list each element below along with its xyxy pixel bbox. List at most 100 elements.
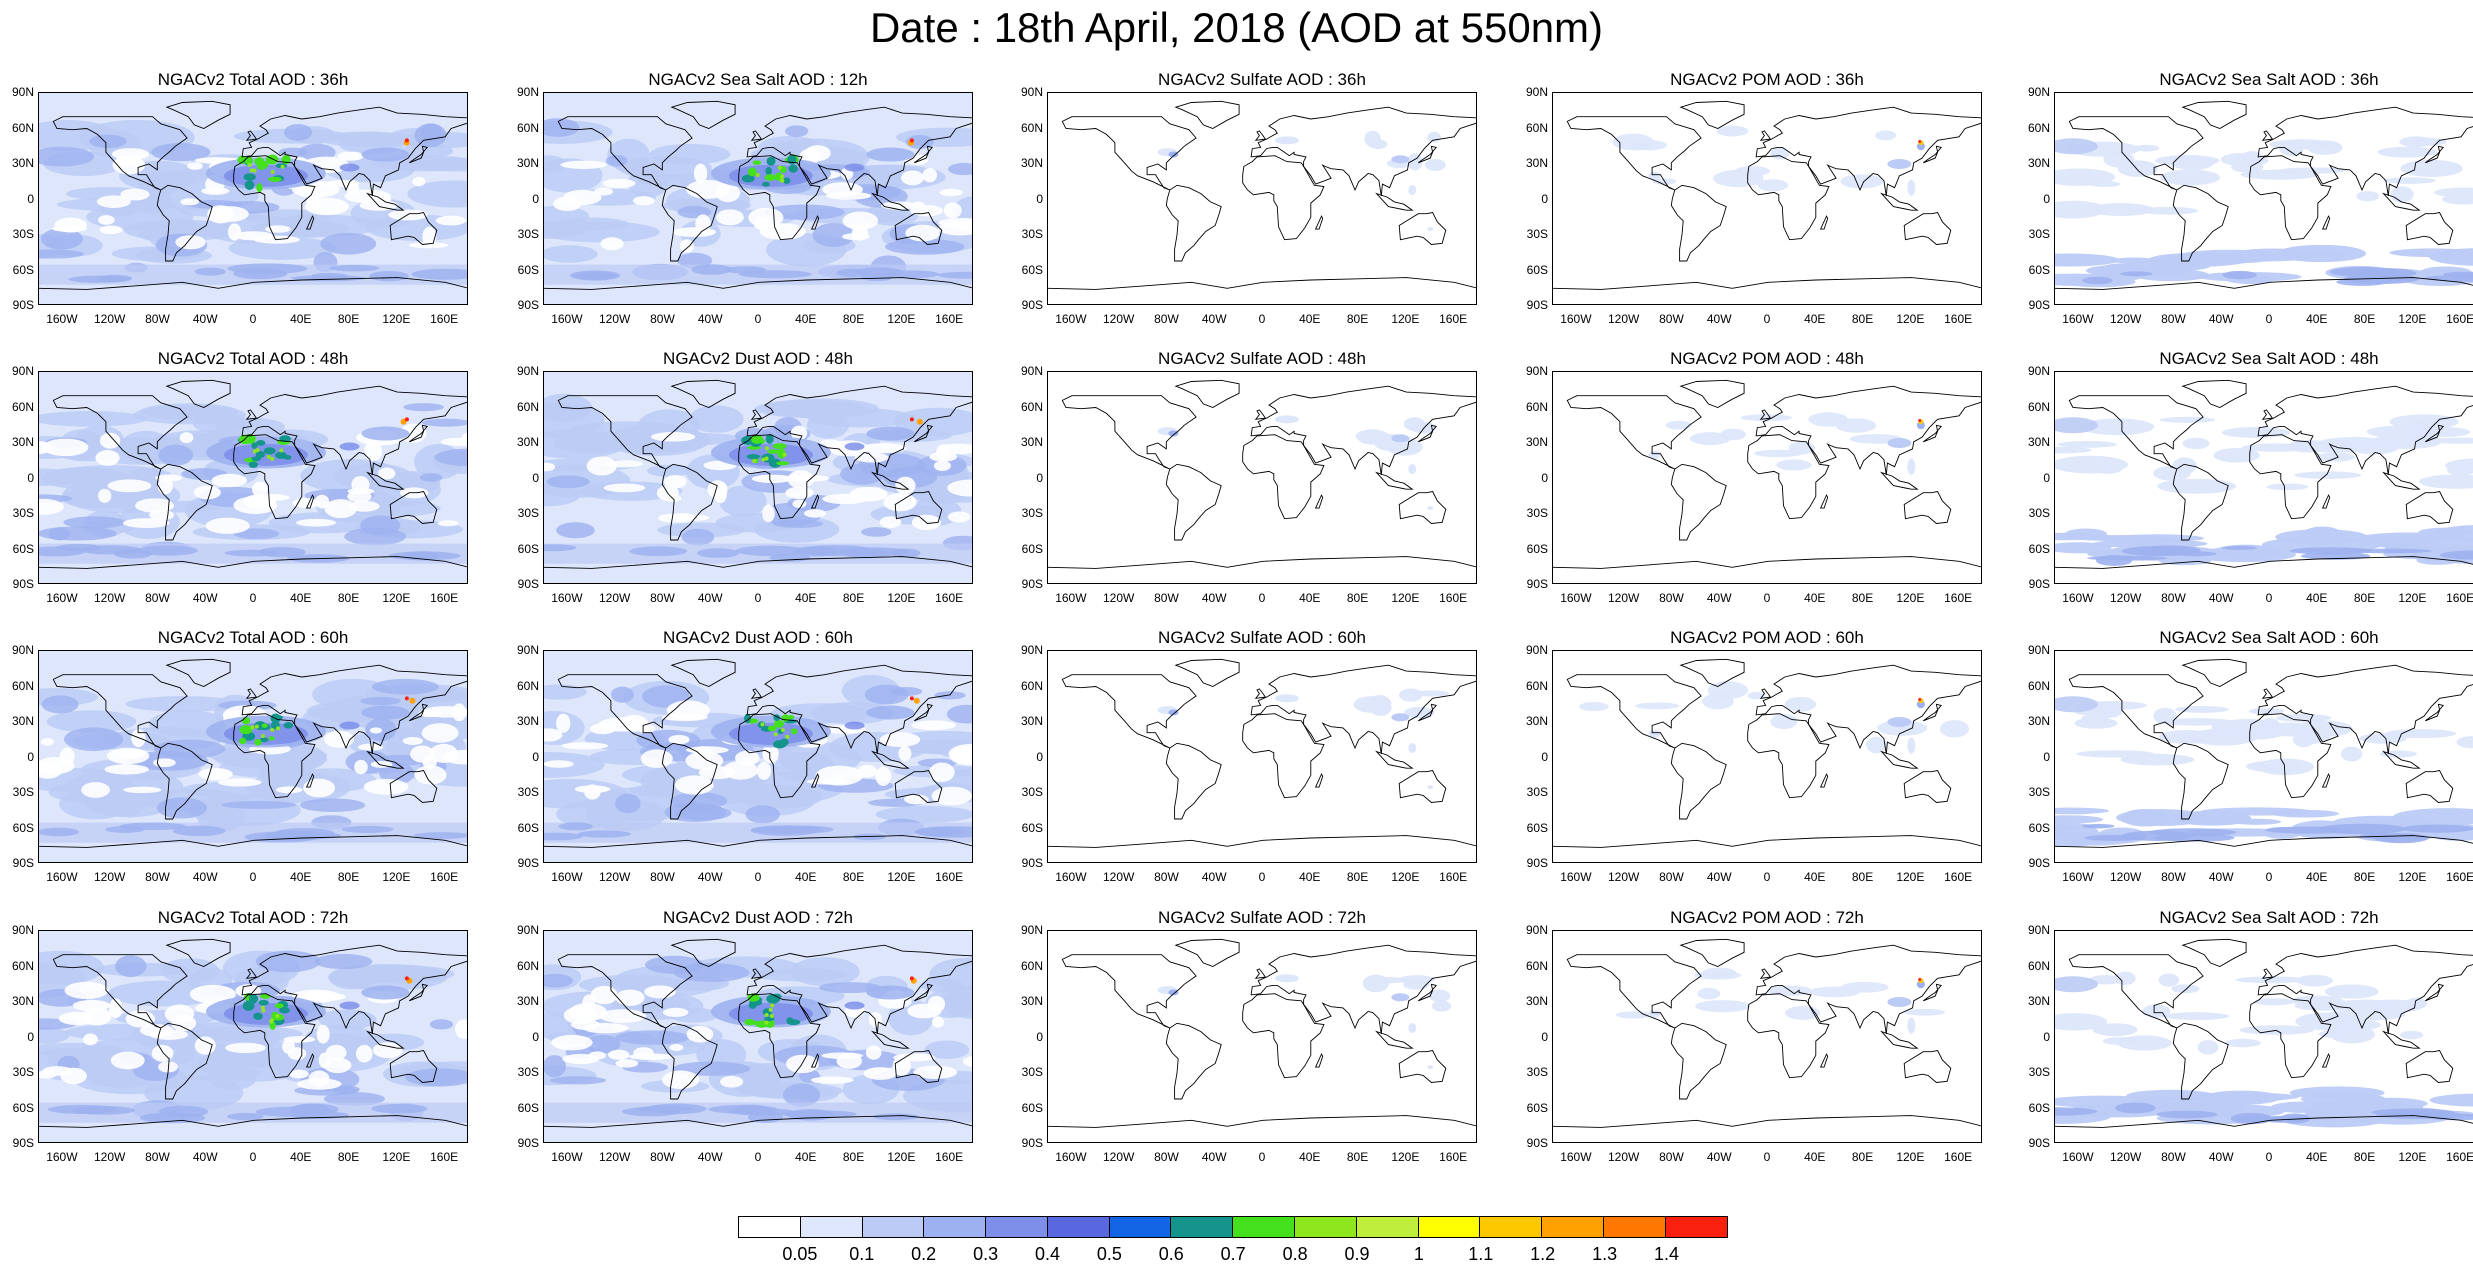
- colorbar-label: 1.3: [1592, 1244, 1618, 1264]
- colorbar-label: 1.4: [1653, 1244, 1680, 1264]
- latitude-tick-label: 30N: [1020, 435, 1043, 449]
- latitude-tick-label: 60N: [1525, 399, 1548, 414]
- longitude-tick-label: 160E: [1944, 1150, 1973, 1164]
- longitude-tick-label: 80E: [2353, 1150, 2376, 1164]
- latitude-tick-label: 30S: [517, 506, 539, 520]
- latitude-tick-label: 90N: [1525, 85, 1548, 99]
- longitude-tick-label: 40E: [1804, 870, 1826, 884]
- latitude-tick-label: 60S: [517, 262, 539, 277]
- latitude-tick-label: 90S: [517, 298, 539, 312]
- colorbar-swatch: [739, 1217, 801, 1237]
- latitude-tick-label: 30S: [12, 506, 34, 520]
- longitude-tick-label: 80E: [1851, 1150, 1874, 1164]
- latitude-tick-label: 90N: [2027, 364, 2050, 378]
- longitude-tick-label: 120W: [2109, 312, 2142, 326]
- latitude-tick-label: 90S: [1526, 1136, 1548, 1150]
- longitude-tick-label: 160E: [430, 870, 459, 884]
- longitude-tick-label: 120E: [1391, 591, 1420, 605]
- colorbar-label: 1: [1413, 1244, 1424, 1264]
- latitude-tick-label: 30S: [12, 785, 34, 799]
- colorbar-label: 0.1: [849, 1244, 875, 1264]
- longitude-tick-label: 120W: [93, 591, 126, 605]
- longitude-tick-label: 80E: [2353, 312, 2376, 326]
- map-plot-area: [38, 92, 468, 305]
- latitude-tick-label: 90S: [517, 856, 539, 870]
- latitude-tick-label: 30S: [2028, 506, 2050, 520]
- latitude-tick-label: 30S: [1526, 227, 1548, 241]
- longitude-tick-label: 80E: [2353, 591, 2376, 605]
- longitude-tick-label: 160W: [551, 1150, 583, 1164]
- longitude-tick-label: 40E: [795, 591, 817, 605]
- latitude-tick-label: 60S: [517, 541, 539, 556]
- longitude-tick-label: 40W: [1706, 591, 1732, 605]
- map-panel: NGACv2 POM AOD : 48h 90N 60N 30N 0 30S 60S 90S 1…: [1514, 349, 2014, 619]
- colorbar-label: 0.4: [1034, 1244, 1061, 1264]
- latitude-tick-label: 30N: [11, 994, 34, 1008]
- longitude-tick-label: 120W: [1102, 312, 1135, 326]
- longitude-tick-label: 80W: [145, 312, 170, 326]
- latitude-tick-label: 30S: [1021, 506, 1043, 520]
- latitude-tick-label: 90S: [1526, 856, 1548, 870]
- longitude-tick-label: 160E: [1439, 1150, 1468, 1164]
- latitude-tick-label: 60N: [11, 399, 34, 414]
- panel-title: NGACv2 POM AOD : 60h: [1670, 628, 1864, 647]
- longitude-tick-label: 120W: [1102, 870, 1135, 884]
- longitude-tick-label: 80W: [1154, 870, 1179, 884]
- longitude-tick-label: 40W: [192, 312, 218, 326]
- longitude-tick-label: 160E: [1439, 870, 1468, 884]
- longitude-tick-label: 40E: [795, 1150, 817, 1164]
- latitude-tick-label: 60N: [1525, 120, 1548, 135]
- aod-map: [2055, 372, 2473, 583]
- colorbar-swatch: [862, 1217, 925, 1237]
- longitude-tick-label: 120E: [2398, 1150, 2427, 1164]
- aod-map: [1553, 379, 1981, 569]
- latitude-tick-label: 60N: [2027, 958, 2050, 973]
- longitude-tick-label: 120E: [1896, 1150, 1925, 1164]
- latitude-tick-label: 0: [27, 749, 34, 764]
- longitude-tick-label: 80E: [337, 312, 360, 326]
- latitude-tick-label: 60N: [516, 120, 539, 135]
- longitude-tick-label: 160E: [935, 312, 964, 326]
- map-panel: NGACv2 Sea Salt AOD : 12h 90N 60N 30N 0 30S 60…: [505, 70, 1005, 340]
- longitude-tick-label: 40W: [1201, 312, 1227, 326]
- longitude-tick-label: 40E: [290, 312, 312, 326]
- colorbar-swatch: [1047, 1217, 1110, 1237]
- latitude-tick-label: 60N: [2027, 678, 2050, 693]
- latitude-tick-label: 60S: [2028, 820, 2050, 835]
- latitude-tick-label: 90S: [12, 298, 34, 312]
- longitude-tick-label: 40E: [290, 591, 312, 605]
- aod-map: [2055, 93, 2473, 304]
- longitude-tick-label: 40E: [795, 870, 817, 884]
- latitude-tick-label: 60N: [516, 399, 539, 414]
- longitude-tick-label: 40E: [2306, 591, 2328, 605]
- panel-title: NGACv2 Total AOD : 36h: [157, 70, 349, 89]
- latitude-tick-label: 90N: [2027, 643, 2050, 657]
- aod-map: [1048, 379, 1476, 569]
- latitude-tick-label: 60S: [1526, 262, 1548, 277]
- longitude-tick-label: 160E: [430, 591, 459, 605]
- longitude-tick-label: 40W: [1201, 1150, 1227, 1164]
- map-plot-area: [543, 371, 973, 584]
- latitude-tick-label: 30S: [1021, 227, 1043, 241]
- longitude-tick-label: 120E: [382, 591, 411, 605]
- longitude-tick-label: 0: [2265, 1150, 2273, 1164]
- latitude-tick-label: 60S: [1021, 1100, 1043, 1115]
- latitude-tick-label: 0: [532, 191, 539, 206]
- longitude-tick-label: 40E: [1804, 312, 1826, 326]
- longitude-tick-label: 120W: [2109, 870, 2142, 884]
- latitude-tick-label: 90N: [516, 643, 539, 657]
- colorbar-swatch: [800, 1217, 863, 1237]
- longitude-tick-label: 40E: [2306, 312, 2328, 326]
- longitude-tick-label: 40W: [697, 1150, 723, 1164]
- longitude-tick-label: 80E: [1346, 591, 1369, 605]
- longitude-tick-label: 80W: [1659, 870, 1684, 884]
- map-plot-area: [1047, 92, 1477, 305]
- longitude-tick-label: 120W: [2109, 1150, 2142, 1164]
- latitude-tick-label: 30S: [517, 1065, 539, 1079]
- longitude-tick-label: 160W: [1055, 1150, 1087, 1164]
- latitude-tick-label: 0: [1036, 749, 1043, 764]
- aod-map: [2055, 651, 2473, 862]
- latitude-tick-label: 0: [532, 470, 539, 485]
- longitude-tick-label: 160W: [46, 870, 78, 884]
- longitude-tick-label: 0: [1258, 591, 1266, 605]
